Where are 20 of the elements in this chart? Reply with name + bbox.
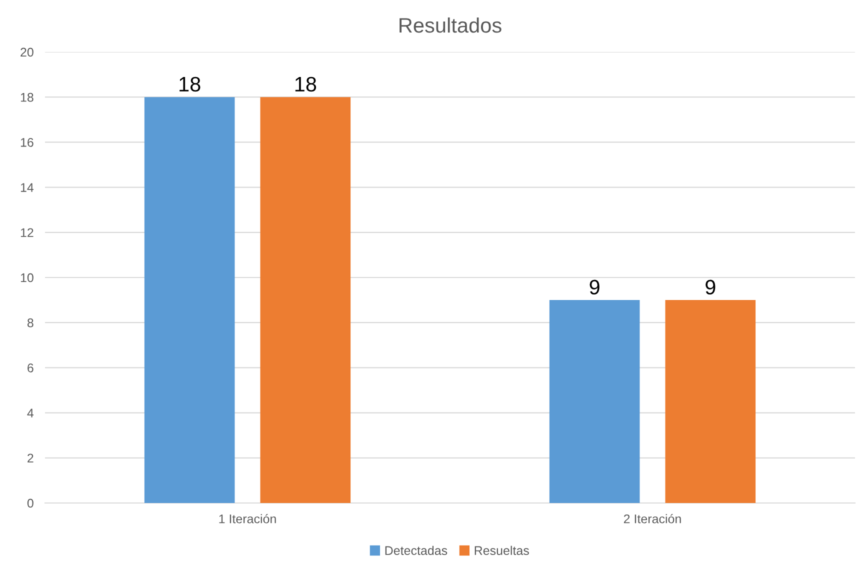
legend-label: Detectadas [385, 546, 448, 555]
x-tick-label: 1 Iteración [219, 514, 276, 524]
y-tick-label: 18 [20, 92, 34, 102]
data-label: 18 [180, 76, 200, 92]
chart-title: Resultados [400, 17, 502, 33]
legend-label: Resueltas [474, 546, 529, 555]
x-tick-label: 2 Iteración [624, 514, 681, 524]
y-tick-label: 2 [28, 454, 34, 462]
y-tick-label: 12 [20, 228, 34, 237]
data-label: 9 [590, 280, 600, 295]
y-tick-label: 8 [27, 318, 34, 328]
y-tick-label: 0 [27, 498, 34, 508]
y-tick-label: 14 [20, 183, 34, 192]
data-label: 18 [295, 76, 316, 92]
y-tick-label: 4 [27, 408, 34, 418]
y-tick-label: 10 [20, 273, 34, 282]
y-tick-label: 16 [20, 138, 34, 147]
y-tick-label: 20 [20, 48, 34, 57]
data-label: 9 [706, 280, 716, 295]
y-tick-label: 6 [28, 364, 34, 372]
